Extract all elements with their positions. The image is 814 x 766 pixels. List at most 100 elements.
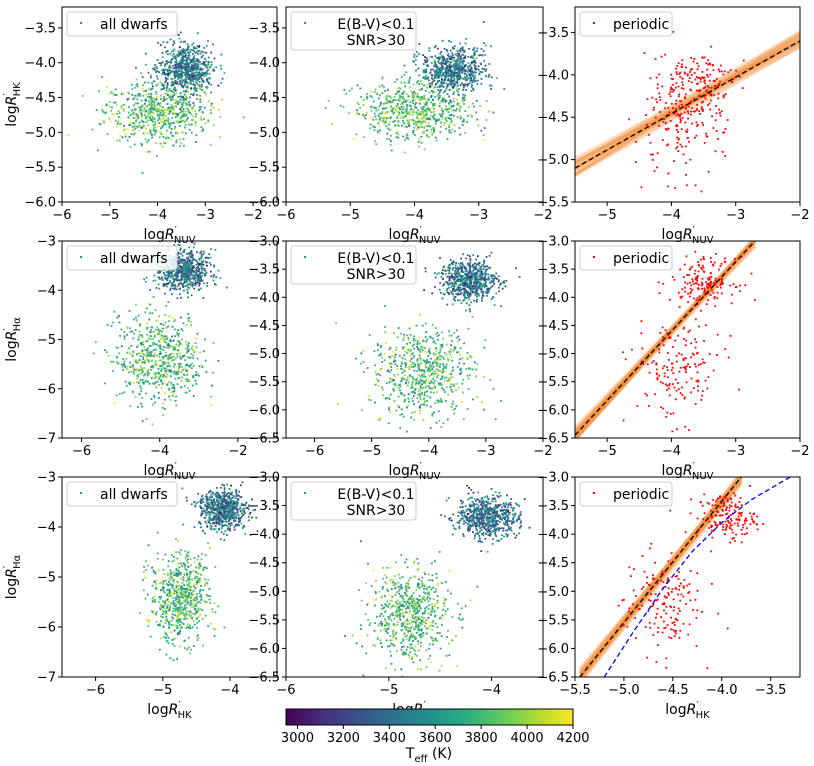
scatter-point: [424, 400, 426, 402]
scatter-point: [419, 89, 421, 91]
scatter-point: [398, 396, 400, 398]
scatter-point: [154, 118, 156, 120]
scatter-point: [167, 73, 169, 75]
scatter-point: [206, 67, 208, 69]
scatter-point: [424, 148, 426, 150]
scatter-point: [703, 81, 705, 83]
scatter-point: [449, 58, 451, 60]
scatter-point: [481, 71, 483, 73]
scatter-point: [146, 418, 148, 420]
scatter-point: [166, 338, 168, 340]
scatter-point: [460, 61, 462, 63]
scatter-point: [462, 392, 464, 394]
scatter-point: [163, 97, 165, 99]
scatter-point: [408, 366, 410, 368]
scatter-point: [443, 92, 445, 94]
scatter-point: [719, 70, 721, 72]
scatter-point: [433, 392, 435, 394]
scatter-point: [424, 59, 426, 61]
scatter-point: [170, 94, 172, 96]
scatter-point: [136, 98, 138, 100]
scatter-point: [376, 92, 378, 94]
scatter-point: [457, 71, 459, 73]
scatter-point: [470, 56, 472, 58]
scatter-point: [690, 90, 692, 92]
scatter-point: [413, 403, 415, 405]
scatter-point: [688, 80, 690, 82]
scatter-point: [165, 355, 167, 357]
scatter-point: [210, 248, 212, 250]
scatter-point: [397, 134, 399, 136]
scatter-point: [397, 374, 399, 376]
scatter-point: [459, 358, 461, 360]
scatter-point: [171, 85, 173, 87]
scatter-point: [132, 122, 134, 124]
scatter-point: [184, 266, 186, 268]
scatter-point: [397, 103, 399, 105]
scatter-point: [716, 112, 718, 114]
scatter-point: [163, 143, 165, 145]
scatter-point: [160, 323, 162, 325]
scatter-point: [159, 351, 161, 353]
scatter-point: [162, 61, 164, 63]
scatter-point: [693, 111, 695, 113]
scatter-point: [400, 368, 402, 370]
scatter-point: [160, 345, 162, 347]
scatter-point: [685, 174, 687, 176]
scatter-point: [444, 48, 446, 50]
scatter-point: [187, 387, 189, 389]
scatter-point: [193, 81, 195, 83]
scatter-point: [164, 314, 166, 316]
scatter-point: [184, 268, 186, 270]
scatter-point: [198, 263, 200, 265]
scatter-point: [410, 349, 412, 351]
scatter-point: [186, 352, 188, 354]
scatter-point: [130, 366, 132, 368]
scatter-point: [430, 101, 432, 103]
scatter-point: [205, 61, 207, 63]
scatter-point: [398, 91, 400, 93]
scatter-point: [432, 103, 434, 105]
scatter-point: [434, 96, 436, 98]
scatter-point: [210, 404, 212, 406]
scatter-point: [465, 69, 467, 71]
scatter-point: [431, 111, 433, 113]
scatter-point: [181, 338, 183, 340]
scatter-point: [383, 86, 385, 88]
scatter-point: [701, 76, 703, 78]
scatter-point: [386, 96, 388, 98]
scatter-point: [179, 80, 181, 82]
scatter-point: [405, 366, 407, 368]
scatter-point: [175, 64, 177, 66]
scatter-point: [404, 126, 406, 128]
scatter-point: [195, 337, 197, 339]
scatter-point: [173, 373, 175, 375]
scatter-point: [411, 412, 413, 414]
scatter-point: [454, 347, 456, 349]
scatter-point: [406, 407, 408, 409]
scatter-point: [188, 264, 190, 266]
scatter-point: [170, 288, 172, 290]
scatter-point: [709, 109, 711, 111]
scatter-point: [710, 100, 712, 102]
scatter-point: [450, 344, 452, 346]
scatter-point: [397, 336, 399, 338]
scatter-point: [137, 103, 139, 105]
scatter-point: [440, 57, 442, 59]
scatter-point: [138, 93, 140, 95]
scatter-point: [158, 360, 160, 362]
scatter-point: [127, 365, 129, 367]
scatter-point: [190, 83, 192, 85]
scatter-point: [177, 275, 179, 277]
scatter-point: [419, 394, 421, 396]
scatter-point: [403, 369, 405, 371]
scatter-point: [695, 184, 697, 186]
scatter-point: [121, 392, 123, 394]
scatter-point: [374, 140, 376, 142]
scatter-point: [178, 279, 180, 281]
scatter-point: [135, 304, 137, 306]
scatter-point: [449, 114, 451, 116]
scatter-point: [160, 375, 162, 377]
scatter-point: [142, 84, 144, 86]
scatter-point: [412, 132, 414, 134]
